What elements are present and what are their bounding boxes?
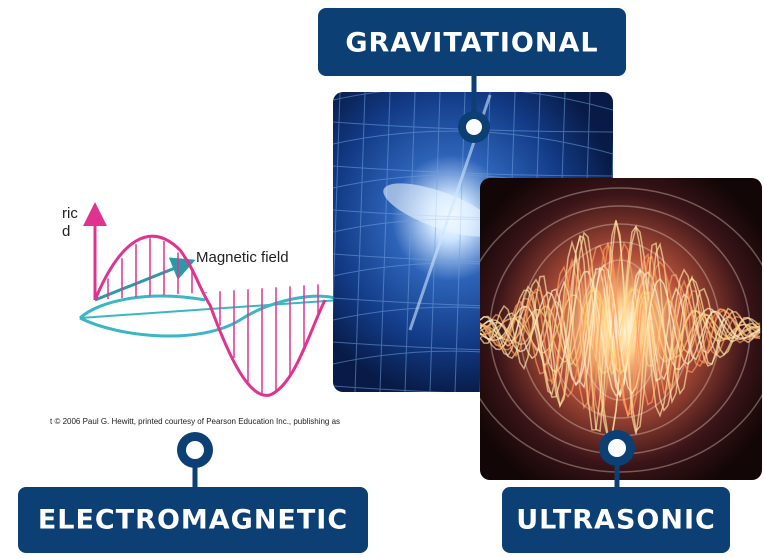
electric-label: d [62,223,70,240]
electric-label: ric [62,205,78,222]
label: ULTRASONIC [516,505,716,536]
credit: t © 2006 Paul G. Hewitt, printed courtes… [50,417,340,426]
infographic: ric d Magnetic field t © 2006 Paul G. He… [0,0,764,558]
label: GRAVITATIONAL [345,28,598,59]
label: ELECTROMAGNETIC [38,505,348,536]
magnetic-label: Magnetic field [196,249,289,266]
em-diagram: ric d Magnetic field t © 2006 Paul G. He… [50,205,340,426]
electromagnetic-callout: ELECTROMAGNETIC [18,432,368,553]
